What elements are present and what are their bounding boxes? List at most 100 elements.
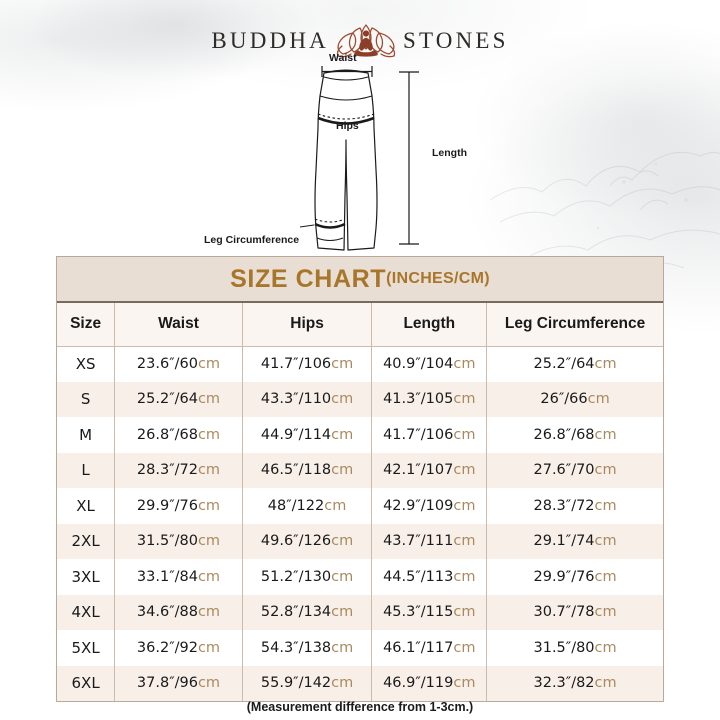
table-header-row: Size Waist Hips Length Leg Circumference: [57, 303, 663, 347]
table-row: XS 23.6″/60cm 41.7″/106cm 40.9″/104cm 25.2″/…: [57, 346, 663, 382]
cell-hips-XS-unit: cm: [331, 356, 354, 372]
cell-size-M-value: M: [79, 425, 93, 444]
cell-leg-XL-unit: cm: [594, 497, 617, 514]
cell-hips-3XL-unit: cm: [331, 568, 354, 585]
cell-hips-5XL-unit: cm: [331, 639, 354, 656]
cell-leg-L: 27.6″/70cm: [486, 452, 663, 488]
cell-leg-2XL: 29.1″/74cm: [486, 523, 663, 559]
cell-hips-M-unit: cm: [331, 426, 354, 443]
cell-leg-S: 26″/66cm: [486, 381, 663, 417]
cell-waist-S: 25.2″/64cm: [114, 381, 243, 417]
cell-length-XS-value: 40.9″/104: [383, 356, 454, 372]
cell-size-S-value: S: [80, 390, 91, 409]
table-row: L 28.3″/72cm 46.5″/118cm 42.1″/107cm 27.6″/7…: [57, 452, 663, 488]
cell-hips-XS: 41.7″/106cm: [242, 346, 373, 382]
table-row: 2XL 31.5″/80cm 49.6″/126cm 43.7″/111cm 29.1″…: [57, 523, 663, 559]
cell-length-2XL-value: 43.7″/111: [383, 533, 454, 550]
cell-length-XS: 40.9″/104cm: [371, 346, 488, 382]
cell-hips-6XL: 55.9″/142cm: [242, 665, 373, 701]
cell-size-3XL: 3XL: [57, 559, 116, 595]
cell-hips-S-unit: cm: [331, 391, 354, 408]
cell-size-L: L: [57, 452, 116, 488]
cell-waist-M: 26.8″/68cm: [114, 417, 243, 453]
cell-size-5XL: 5XL: [57, 630, 116, 666]
cell-length-6XL-value: 46.9″/119: [383, 675, 454, 692]
cell-hips-5XL-value: 54.3″/138: [260, 639, 332, 656]
cell-length-5XL: 46.1″/117cm: [371, 630, 488, 666]
cell-leg-2XL-unit: cm: [594, 533, 617, 550]
cell-leg-M: 26.8″/68cm: [486, 417, 663, 453]
cell-waist-2XL-value: 31.5″/80: [136, 533, 198, 550]
cell-waist-5XL-unit: cm: [197, 639, 221, 656]
cell-length-4XL-unit: cm: [453, 604, 476, 621]
lotus-meditation-icon: [336, 24, 396, 58]
cell-leg-4XL: 30.7″/78cm: [486, 594, 663, 630]
cell-waist-L-value: 28.3″/72: [136, 462, 198, 479]
cell-waist-3XL: 33.1″/84cm: [114, 559, 243, 595]
cell-hips-XL-value: 48″/122: [267, 497, 325, 514]
cell-size-XL-value: XL: [76, 496, 95, 515]
cell-waist-3XL-value: 33.1″/84: [136, 568, 198, 585]
cell-leg-4XL-value: 30.7″/78: [533, 604, 595, 621]
cell-waist-6XL: 37.8″/96cm: [114, 665, 243, 701]
cell-waist-L-unit: cm: [197, 462, 221, 479]
diagram-label-length: Length: [432, 147, 467, 159]
table-row: S 25.2″/64cm 43.3″/110cm 41.3″/105cm 26″/66c…: [57, 381, 663, 417]
cell-waist-S-value: 25.2″/64: [136, 391, 198, 408]
cell-waist-6XL-value: 37.8″/96: [136, 675, 198, 692]
column-header-leg-circumference: Leg Circumference: [486, 303, 663, 347]
cell-size-6XL: 6XL: [57, 665, 116, 701]
cell-size-3XL-value: 3XL: [71, 567, 100, 586]
cell-waist-4XL-value: 34.6″/88: [136, 604, 198, 621]
size-chart-table: SIZE CHART (INCHES/CM) Size Waist Hips L…: [56, 256, 664, 702]
cell-hips-4XL-unit: cm: [331, 604, 354, 621]
cell-waist-XS-value: 23.6″/60: [136, 356, 198, 372]
cell-size-2XL: 2XL: [57, 523, 116, 559]
cell-hips-L-value: 46.5″/118: [260, 462, 332, 479]
cell-length-6XL-unit: cm: [453, 675, 476, 692]
cell-length-2XL: 43.7″/111cm: [371, 523, 488, 559]
cell-waist-2XL: 31.5″/80cm: [114, 523, 243, 559]
cell-length-2XL-unit: cm: [453, 533, 476, 550]
cell-waist-XS-unit: cm: [197, 356, 221, 372]
table-row: 6XL 37.8″/96cm 55.9″/142cm 46.9″/119cm 32.3″…: [57, 665, 663, 701]
cell-hips-4XL: 52.8″/134cm: [242, 594, 373, 630]
cell-hips-L: 46.5″/118cm: [242, 452, 373, 488]
cell-hips-S: 43.3″/110cm: [242, 381, 373, 417]
cell-waist-XS: 23.6″/60cm: [114, 346, 243, 382]
cell-leg-5XL: 31.5″/80cm: [486, 630, 663, 666]
cell-waist-5XL-value: 36.2″/92: [136, 639, 198, 656]
cell-hips-6XL-unit: cm: [331, 675, 354, 692]
cell-size-2XL-value: 2XL: [71, 532, 100, 551]
cell-hips-6XL-value: 55.9″/142: [260, 675, 332, 692]
cell-hips-3XL: 51.2″/130cm: [242, 559, 373, 595]
cell-length-S-unit: cm: [453, 391, 476, 408]
cell-length-6XL: 46.9″/119cm: [371, 665, 488, 701]
cell-hips-XL-unit: cm: [324, 497, 347, 514]
cell-hips-M: 44.9″/114cm: [242, 417, 373, 453]
cell-length-XL: 42.9″/109cm: [371, 488, 488, 524]
brand-logo: BUDDHA STONES: [0, 18, 720, 64]
cell-length-4XL-value: 45.3″/115: [383, 604, 454, 621]
cell-leg-6XL-unit: cm: [594, 675, 617, 692]
column-header-hips: Hips: [242, 303, 373, 347]
cell-leg-XS-value: 25.2″/64: [533, 356, 595, 372]
cell-waist-L: 28.3″/72cm: [114, 452, 243, 488]
size-chart-title: SIZE CHART (INCHES/CM): [57, 257, 663, 303]
diagram-label-waist: Waist: [329, 52, 357, 64]
cell-waist-M-value: 26.8″/68: [136, 426, 198, 443]
cell-size-6XL-value: 6XL: [71, 674, 100, 693]
table-row: 3XL 33.1″/84cm 51.2″/130cm 44.5″/113cm 29.9″…: [57, 559, 663, 595]
cell-length-L: 42.1″/107cm: [371, 452, 488, 488]
cell-size-S: S: [57, 381, 116, 417]
pants-measurement-diagram: Waist Hips Length Leg Circumference: [196, 52, 496, 257]
cell-hips-M-value: 44.9″/114: [260, 426, 332, 443]
table-row: M 26.8″/68cm 44.9″/114cm 41.7″/106cm 26.8″/6…: [57, 417, 663, 453]
cell-waist-2XL-unit: cm: [197, 533, 221, 550]
cell-leg-5XL-value: 31.5″/80: [533, 639, 595, 656]
cell-length-3XL: 44.5″/113cm: [371, 559, 488, 595]
cell-hips-XS-value: 41.7″/106: [260, 356, 332, 372]
cell-length-M-unit: cm: [453, 426, 476, 443]
cell-waist-XL: 29.9″/76cm: [114, 488, 243, 524]
cell-hips-2XL-value: 49.6″/126: [260, 533, 332, 550]
